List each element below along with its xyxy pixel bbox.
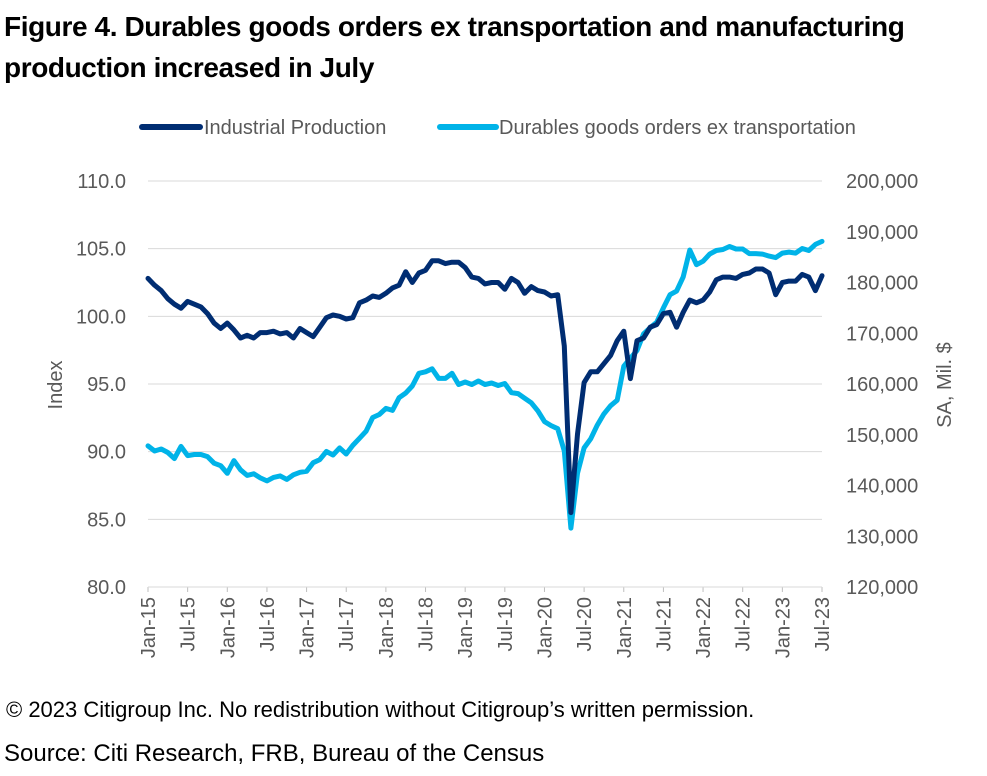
x-tick-label: Jan-23 <box>772 597 794 658</box>
series-line-durables <box>145 238 825 531</box>
right-axis-label: SA, Mil. $ <box>934 342 956 428</box>
left-axis: 80.0 85.0 90.0 95.0 100.0 105.0 110.0 <box>76 171 126 599</box>
chart-legend: Industrial Production Durables goods ord… <box>139 117 856 139</box>
series-line-industrial-production <box>145 258 825 516</box>
chart-title: Figure 4. Durables goods orders ex trans… <box>4 11 905 83</box>
x-tick-label: Jul-21 <box>653 597 675 651</box>
legend-label-durables: Durables goods orders ex transportation <box>499 117 856 139</box>
x-tick-label: Jul-18 <box>416 597 438 651</box>
left-tick-label: 110.0 <box>77 171 126 193</box>
left-tick-label: 90.0 <box>87 442 126 464</box>
x-tick-label: Jan-18 <box>376 597 398 658</box>
x-tick-label: Jan-15 <box>138 597 160 658</box>
right-tick-label: 180,000 <box>846 273 918 295</box>
legend-label-industrial-production: Industrial Production <box>204 117 386 139</box>
left-tick-label: 105.0 <box>76 239 126 261</box>
right-tick-label: 200,000 <box>846 171 918 193</box>
left-axis-label: Index <box>45 361 67 410</box>
right-tick-label: 120,000 <box>846 577 918 599</box>
left-tick-label: 95.0 <box>87 374 126 396</box>
gridlines <box>148 180 822 520</box>
x-tick-label: Jul-22 <box>733 597 755 651</box>
x-axis: Jan-15 Jul-15 Jan-16 Jul-16 Jan-17 Jul-17 Jan-… <box>138 587 834 658</box>
series-lines <box>145 238 825 531</box>
left-tick-label: 80.0 <box>87 577 126 599</box>
x-tick-label: Jan-19 <box>455 597 477 658</box>
right-tick-label: 130,000 <box>846 526 918 548</box>
x-tick-label: Jan-17 <box>297 597 319 658</box>
x-tick-label: Jan-20 <box>534 597 556 658</box>
x-tick-label: Jul-23 <box>812 597 834 651</box>
left-tick-label: 100.0 <box>76 306 126 328</box>
x-tick-label: Jan-16 <box>217 597 239 658</box>
right-axis: 120,000 130,000 140,000 150,000 160,000 170,0… <box>846 171 918 599</box>
right-tick-label: 160,000 <box>846 374 918 396</box>
x-tick-label: Jul-15 <box>178 597 200 651</box>
source-note: Source: Citi Research, FRB, Bureau of th… <box>4 740 545 767</box>
x-tick-label: Jul-17 <box>336 597 358 651</box>
right-tick-label: 170,000 <box>846 323 918 345</box>
x-tick-label: Jan-21 <box>614 597 636 658</box>
x-tick-label: Jul-19 <box>495 597 517 651</box>
left-tick-label: 85.0 <box>87 509 126 531</box>
right-tick-label: 150,000 <box>846 425 918 447</box>
x-tick-label: Jul-16 <box>257 597 279 651</box>
x-tick-label: Jan-22 <box>693 597 715 658</box>
copyright-note: © 2023 Citigroup Inc. No redistribution … <box>6 697 755 722</box>
right-tick-label: 140,000 <box>846 476 918 498</box>
line-chart: Industrial Production Durables goods ord… <box>45 117 956 658</box>
right-tick-label: 190,000 <box>846 222 918 244</box>
x-tick-label: Jul-20 <box>574 597 596 651</box>
